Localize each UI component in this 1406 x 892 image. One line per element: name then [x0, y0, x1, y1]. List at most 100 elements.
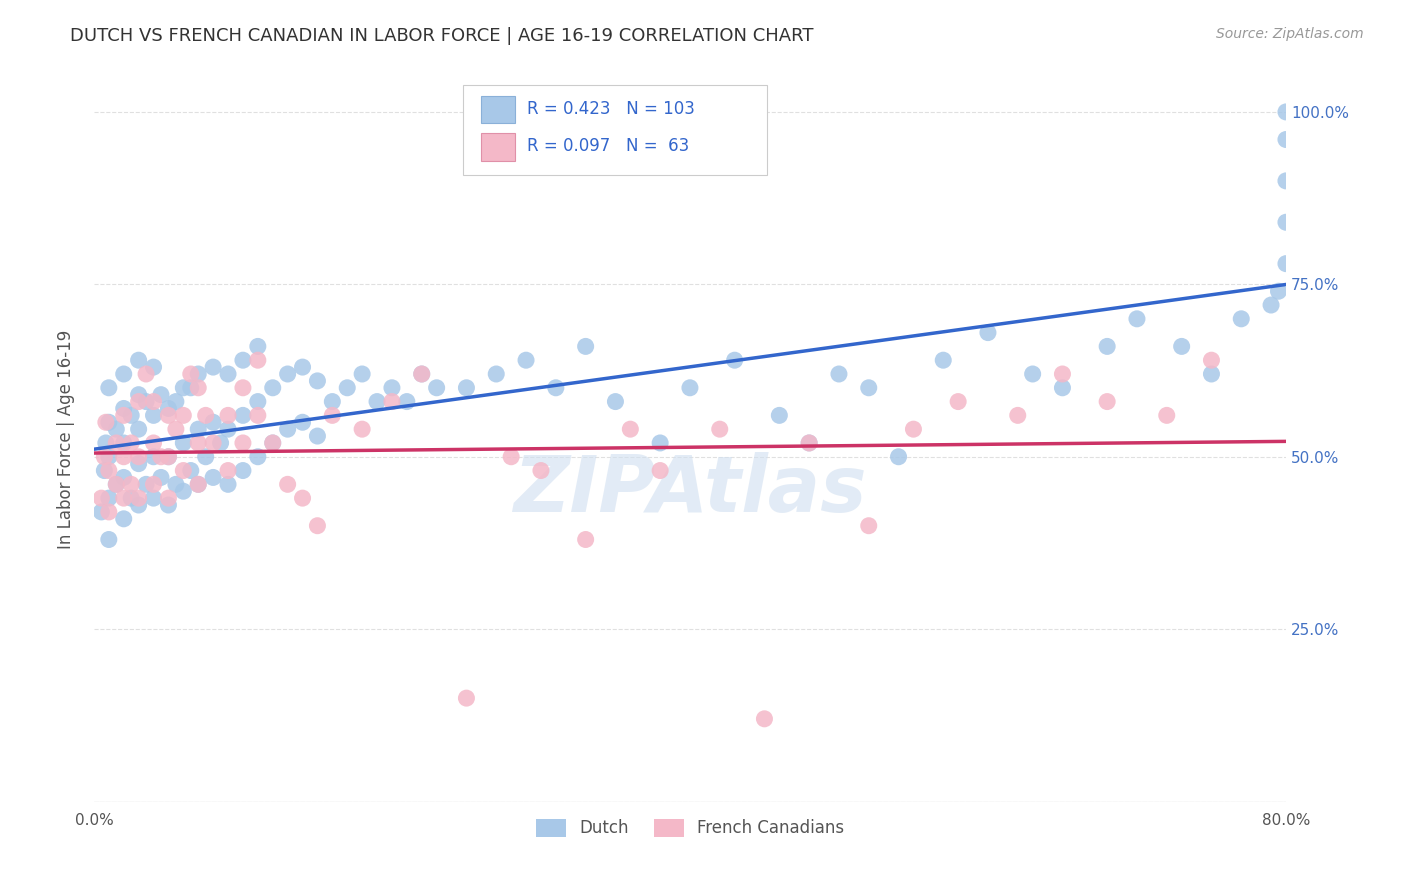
- Point: [366, 394, 388, 409]
- Point: [352, 367, 374, 381]
- Point: [321, 409, 343, 423]
- Point: [395, 394, 418, 409]
- Point: [262, 436, 284, 450]
- Text: DUTCH VS FRENCH CANADIAN IN LABOR FORCE | AGE 16-19 CORRELATION CHART: DUTCH VS FRENCH CANADIAN IN LABOR FORCE …: [70, 27, 814, 45]
- Point: [97, 505, 120, 519]
- Point: [157, 491, 180, 505]
- Point: [381, 381, 404, 395]
- Point: [1126, 311, 1149, 326]
- Point: [858, 518, 880, 533]
- Point: [887, 450, 910, 464]
- Point: [946, 394, 969, 409]
- Point: [172, 409, 194, 423]
- Point: [202, 436, 225, 450]
- Point: [97, 450, 120, 464]
- Point: [142, 477, 165, 491]
- Point: [128, 498, 150, 512]
- Point: [120, 477, 142, 491]
- Point: [232, 381, 254, 395]
- FancyBboxPatch shape: [481, 95, 515, 123]
- Point: [142, 409, 165, 423]
- Point: [619, 422, 641, 436]
- Point: [485, 367, 508, 381]
- Point: [142, 491, 165, 505]
- Point: [352, 422, 374, 436]
- Point: [187, 477, 209, 491]
- Point: [1275, 132, 1298, 146]
- Point: [97, 464, 120, 478]
- Point: [977, 326, 1000, 340]
- Point: [217, 464, 239, 478]
- Point: [232, 436, 254, 450]
- Point: [209, 436, 232, 450]
- Point: [411, 367, 433, 381]
- Point: [679, 381, 702, 395]
- Point: [142, 450, 165, 464]
- Point: [120, 409, 142, 423]
- Point: [94, 436, 117, 450]
- Point: [90, 505, 112, 519]
- Point: [142, 436, 165, 450]
- Point: [157, 450, 180, 464]
- Point: [128, 457, 150, 471]
- Point: [105, 436, 128, 450]
- Point: [246, 339, 269, 353]
- Point: [202, 470, 225, 484]
- Point: [128, 422, 150, 436]
- Point: [544, 381, 567, 395]
- Point: [381, 394, 404, 409]
- Point: [128, 387, 150, 401]
- Point: [194, 450, 217, 464]
- Point: [1095, 394, 1118, 409]
- Point: [262, 436, 284, 450]
- Point: [321, 394, 343, 409]
- Point: [128, 394, 150, 409]
- Point: [797, 436, 820, 450]
- Point: [142, 394, 165, 409]
- Point: [97, 533, 120, 547]
- Point: [709, 422, 731, 436]
- Point: [112, 436, 135, 450]
- Point: [112, 450, 135, 464]
- Point: [187, 422, 209, 436]
- Point: [157, 401, 180, 416]
- Point: [456, 381, 478, 395]
- Point: [724, 353, 747, 368]
- Text: Source: ZipAtlas.com: Source: ZipAtlas.com: [1216, 27, 1364, 41]
- Point: [180, 381, 202, 395]
- Point: [1275, 174, 1298, 188]
- Point: [172, 381, 194, 395]
- Point: [650, 464, 672, 478]
- Point: [828, 367, 851, 381]
- Point: [903, 422, 925, 436]
- Point: [291, 491, 314, 505]
- Point: [202, 360, 225, 375]
- Point: [217, 477, 239, 491]
- Point: [336, 381, 359, 395]
- Point: [135, 367, 157, 381]
- Point: [1201, 367, 1223, 381]
- Point: [307, 429, 329, 443]
- Point: [232, 409, 254, 423]
- Point: [1156, 409, 1178, 423]
- Point: [754, 712, 776, 726]
- Point: [149, 470, 172, 484]
- Point: [650, 436, 672, 450]
- Point: [1021, 367, 1043, 381]
- Point: [858, 381, 880, 395]
- Point: [456, 691, 478, 706]
- Point: [187, 367, 209, 381]
- Point: [575, 339, 598, 353]
- Point: [128, 491, 150, 505]
- Point: [1201, 353, 1223, 368]
- Point: [307, 518, 329, 533]
- Point: [1095, 339, 1118, 353]
- Legend: Dutch, French Canadians: Dutch, French Canadians: [529, 812, 851, 844]
- Point: [202, 415, 225, 429]
- Point: [1260, 298, 1282, 312]
- FancyBboxPatch shape: [481, 133, 515, 161]
- Point: [112, 470, 135, 484]
- Point: [187, 477, 209, 491]
- Point: [1275, 215, 1298, 229]
- Point: [277, 422, 299, 436]
